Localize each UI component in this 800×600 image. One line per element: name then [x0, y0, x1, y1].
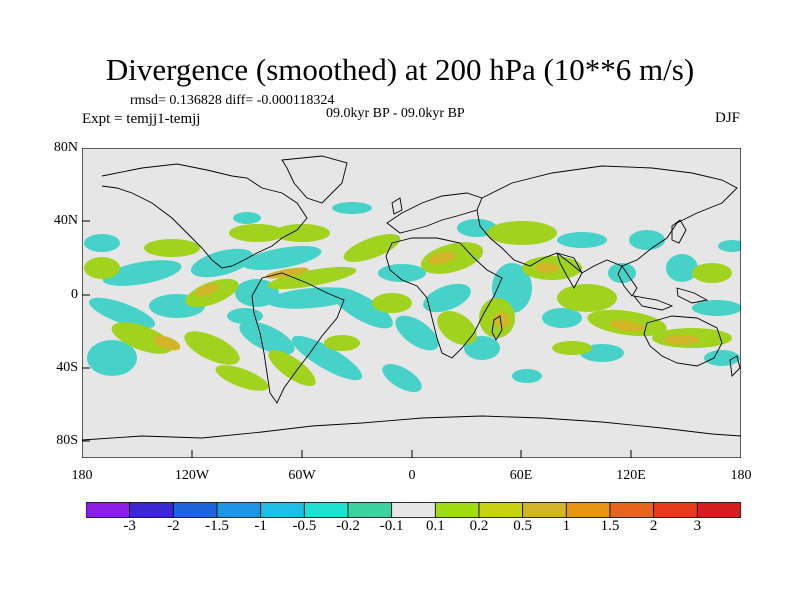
colorbar-label: -0.2 [336, 518, 360, 534]
colorbar-swatch [172, 502, 218, 518]
lon-label-180w: 180 [71, 468, 93, 483]
lon-label-120w: 120W [174, 468, 210, 483]
divergence-field [82, 155, 741, 441]
colorbar-label: 1.5 [600, 518, 620, 534]
colorbar-label: 1 [562, 518, 571, 534]
stats-line: rmsd= 0.136828 diff= -0.000118324 [130, 93, 335, 108]
colorbar-label: -3 [123, 518, 136, 534]
colorbar-label: 2 [649, 518, 658, 534]
colorbar-swatch [129, 502, 174, 518]
lon-label-180e: 180 [730, 468, 752, 483]
colorbar-label: 3 [693, 518, 702, 534]
lon-label-60e: 60E [509, 468, 533, 483]
colorbar-swatch [522, 502, 567, 518]
lat-label-80n: 80N [53, 140, 78, 155]
colorbar-swatch [260, 502, 305, 518]
lon-label-120e: 120E [616, 468, 646, 483]
lon-label-0: 0 [408, 468, 416, 483]
map-title: Divergence (smoothed) at 200 hPa (10**6 … [105, 52, 695, 87]
axis-ticks [82, 148, 741, 458]
colorbar-label: 0.2 [469, 518, 489, 534]
colorbar-swatch [609, 502, 655, 518]
colorbar-swatch [653, 502, 698, 518]
colorbar-swatch [216, 502, 262, 518]
coastlines [82, 155, 741, 441]
colorbar-label: -1 [254, 518, 267, 534]
colorbar-label: 0.1 [425, 518, 445, 534]
season-label: DJF [714, 110, 740, 126]
colorbar-label: -0.5 [292, 518, 317, 534]
lat-label-40s: 40S [56, 360, 78, 375]
colorbar [86, 502, 741, 518]
colorbar-swatch [86, 502, 131, 518]
lat-label-0: 0 [71, 287, 78, 302]
colorbar-swatch [478, 502, 524, 518]
colorbar-swatch [347, 502, 393, 518]
positive-divergence-areas [84, 221, 732, 391]
negative-divergence-areas [84, 202, 741, 392]
colorbar-label: -2 [167, 518, 180, 534]
lat-label-40n: 40N [53, 213, 78, 228]
colorbar-label: 0.5 [513, 518, 533, 534]
colorbar-swatch [434, 502, 480, 518]
colorbar-label: -1.5 [205, 518, 229, 534]
colorbar-swatch [391, 502, 436, 518]
lat-label-80s: 80S [56, 433, 78, 448]
strong-positive-divergence-areas [153, 251, 700, 351]
experiment-label: Expt = temjj1-temjj [82, 111, 201, 127]
colorbar-swatch [303, 502, 349, 518]
colorbar-label: -0.1 [379, 518, 404, 534]
divergence-map [82, 148, 741, 458]
colorbar-swatch [565, 502, 611, 518]
period-label: 09.0kyr BP - 09.0kyr BP [326, 106, 465, 121]
colorbar-swatch [696, 502, 741, 518]
lon-label-60w: 60W [288, 468, 316, 483]
